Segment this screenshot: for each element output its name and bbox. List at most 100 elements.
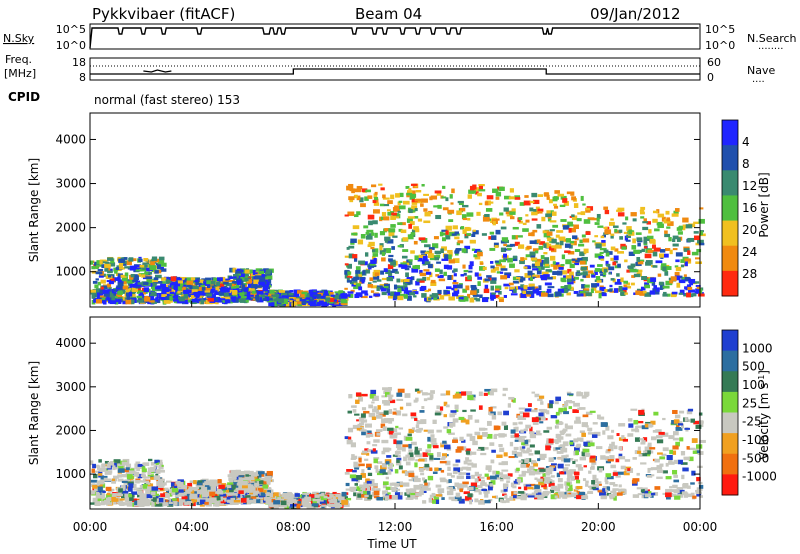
power-cell <box>545 269 552 272</box>
power-cell <box>96 293 100 299</box>
power-cell <box>388 272 393 277</box>
power-cell <box>383 268 388 272</box>
velocity-cell <box>527 495 535 498</box>
power-cell <box>595 243 602 248</box>
velocity-cell <box>136 499 141 504</box>
velocity-cell <box>187 482 193 487</box>
power-cell <box>413 216 419 219</box>
power-cell <box>497 296 504 300</box>
power-cell <box>361 188 368 193</box>
power-cell <box>340 295 348 299</box>
power-cell <box>460 226 465 230</box>
power-cell <box>544 282 552 286</box>
velocity-cell <box>676 487 684 490</box>
power-cell <box>353 214 359 218</box>
power-cell <box>260 277 266 282</box>
velocity-cell <box>197 480 203 483</box>
power-cell <box>559 204 566 208</box>
power-cell <box>301 291 308 295</box>
velocity-cell <box>126 463 132 468</box>
power-cell <box>235 283 240 289</box>
velocity-cell <box>372 444 378 447</box>
power-cell <box>240 276 248 282</box>
velocity-cell <box>360 413 366 418</box>
velocity-cell <box>566 477 571 483</box>
velocity-cell <box>544 476 551 481</box>
velocity-cell <box>574 420 581 424</box>
power-cell <box>151 286 157 292</box>
power-cell <box>285 290 291 293</box>
velocity-cell <box>531 459 537 463</box>
velocity-cell <box>366 480 372 484</box>
velocity-cell <box>456 475 464 480</box>
power-cell <box>486 275 492 278</box>
velocity-cell <box>452 411 457 416</box>
velocity-cell <box>484 499 491 504</box>
power-cell <box>413 295 417 298</box>
velocity-cell <box>231 474 237 480</box>
power-cell <box>255 285 262 288</box>
power-cell <box>348 253 354 259</box>
velocity-cell <box>573 489 579 492</box>
power-cell <box>364 196 369 201</box>
power-cell <box>384 228 391 232</box>
velocity-cell <box>147 471 152 475</box>
power-cell <box>227 292 232 295</box>
velocity-cell <box>458 471 462 476</box>
power-cell <box>682 256 689 260</box>
power-cell <box>569 242 575 245</box>
power-cell <box>414 255 419 261</box>
velocity-cell <box>551 480 555 484</box>
power-cell <box>661 263 667 269</box>
power-cell <box>536 290 542 296</box>
power-cell <box>100 259 107 263</box>
power-cell <box>409 221 415 226</box>
velocity-cell <box>606 476 614 480</box>
power-cell <box>130 258 137 262</box>
power-cell <box>379 231 386 236</box>
power-cell <box>233 273 238 278</box>
velocity-cell <box>695 424 702 429</box>
velocity-cell <box>266 470 273 476</box>
velocity-cell <box>432 445 439 449</box>
velocity-cell <box>96 490 103 496</box>
velocity-cell <box>564 423 568 429</box>
velocity-cell <box>330 494 334 498</box>
velocity-cell <box>567 473 573 479</box>
power-cell <box>519 259 525 265</box>
power-cell <box>512 255 518 259</box>
power-cell <box>482 216 490 222</box>
power-cell <box>387 295 394 299</box>
power-cell <box>372 275 380 280</box>
power-cell <box>549 255 556 261</box>
power-cell <box>461 248 467 253</box>
velocity-cell <box>385 486 392 490</box>
velocity-cell <box>390 486 397 490</box>
power-cell <box>650 277 657 282</box>
power-cell <box>528 232 535 237</box>
power-cell <box>674 275 681 281</box>
power-cell <box>463 296 469 302</box>
velocity-cell <box>129 470 136 474</box>
power-cell <box>652 218 658 223</box>
velocity-cell <box>254 493 259 498</box>
power-cell <box>452 282 459 285</box>
power-cell <box>587 217 595 221</box>
power-cell <box>658 281 664 286</box>
power-cell <box>396 278 401 283</box>
velocity-cell <box>610 464 616 469</box>
power-cell <box>664 233 671 238</box>
nave-dots: .... <box>752 74 765 85</box>
velocity-cell <box>639 438 645 441</box>
velocity-cell <box>397 446 402 450</box>
power-cell <box>557 270 563 276</box>
power-cell <box>514 269 520 273</box>
power-cell <box>651 281 656 286</box>
velocity-cell <box>582 448 590 453</box>
velocity-cell <box>423 457 428 462</box>
velocity-cell <box>220 496 227 501</box>
velocity-cell <box>121 490 129 494</box>
velocity-cell <box>93 464 100 468</box>
velocity-cell <box>255 490 260 494</box>
velocity-cell <box>166 489 170 494</box>
